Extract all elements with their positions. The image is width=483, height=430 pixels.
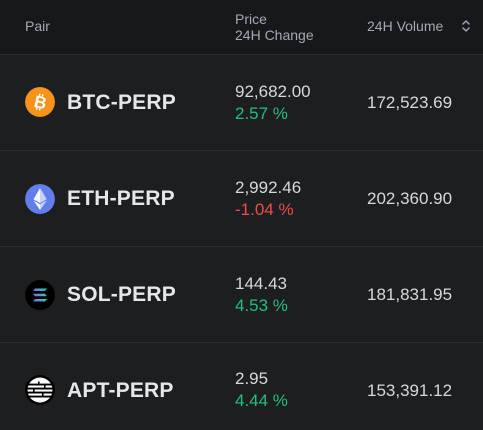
price-value: 144.43 [235, 274, 287, 293]
aptos-icon [25, 375, 55, 405]
volume-value: 181,831.95 [367, 285, 453, 304]
change-column-header: 24H Change [235, 27, 314, 43]
volume-value: 153,391.12 [367, 381, 453, 400]
table-row-apt-perp[interactable]: APT-PERP 2.95 4.44 % 153,391.12 [0, 343, 483, 430]
sort-icon[interactable] [461, 19, 471, 33]
table-header: Pair Price 24H Change 24H Volume [0, 0, 483, 55]
bitcoin-icon: B [25, 87, 55, 117]
change-value: 4.44 % [235, 391, 288, 410]
change-value: 4.53 % [235, 296, 288, 315]
change-value: 2.57 % [235, 104, 288, 123]
price-value: 2,992.46 [235, 178, 302, 197]
pair-column-header: Pair [25, 18, 50, 34]
volume-value: 172,523.69 [367, 93, 453, 112]
pair-name: APT-PERP [67, 379, 174, 402]
price-value: 92,682.00 [235, 82, 311, 101]
price-value: 2.95 [235, 369, 269, 388]
ethereum-icon [25, 184, 55, 214]
price-column-header: Price [235, 11, 267, 27]
pair-name: BTC-PERP [67, 91, 176, 114]
volume-value: 202,360.90 [367, 189, 453, 208]
table-row-btc-perp[interactable]: B BTC-PERP 92,682.00 2.57 % 172,523.69 [0, 55, 483, 151]
pair-name: SOL-PERP [67, 283, 176, 306]
table-row-eth-perp[interactable]: ETH-PERP 2,992.46 -1.04 % 202,360.90 [0, 151, 483, 247]
pair-name: ETH-PERP [67, 187, 175, 210]
volume-column-header[interactable]: 24H Volume [367, 18, 444, 34]
table-row-sol-perp[interactable]: SOL-PERP 144.43 4.53 % 181,831.95 [0, 247, 483, 343]
solana-icon [25, 280, 55, 310]
change-value: -1.04 % [235, 200, 294, 219]
